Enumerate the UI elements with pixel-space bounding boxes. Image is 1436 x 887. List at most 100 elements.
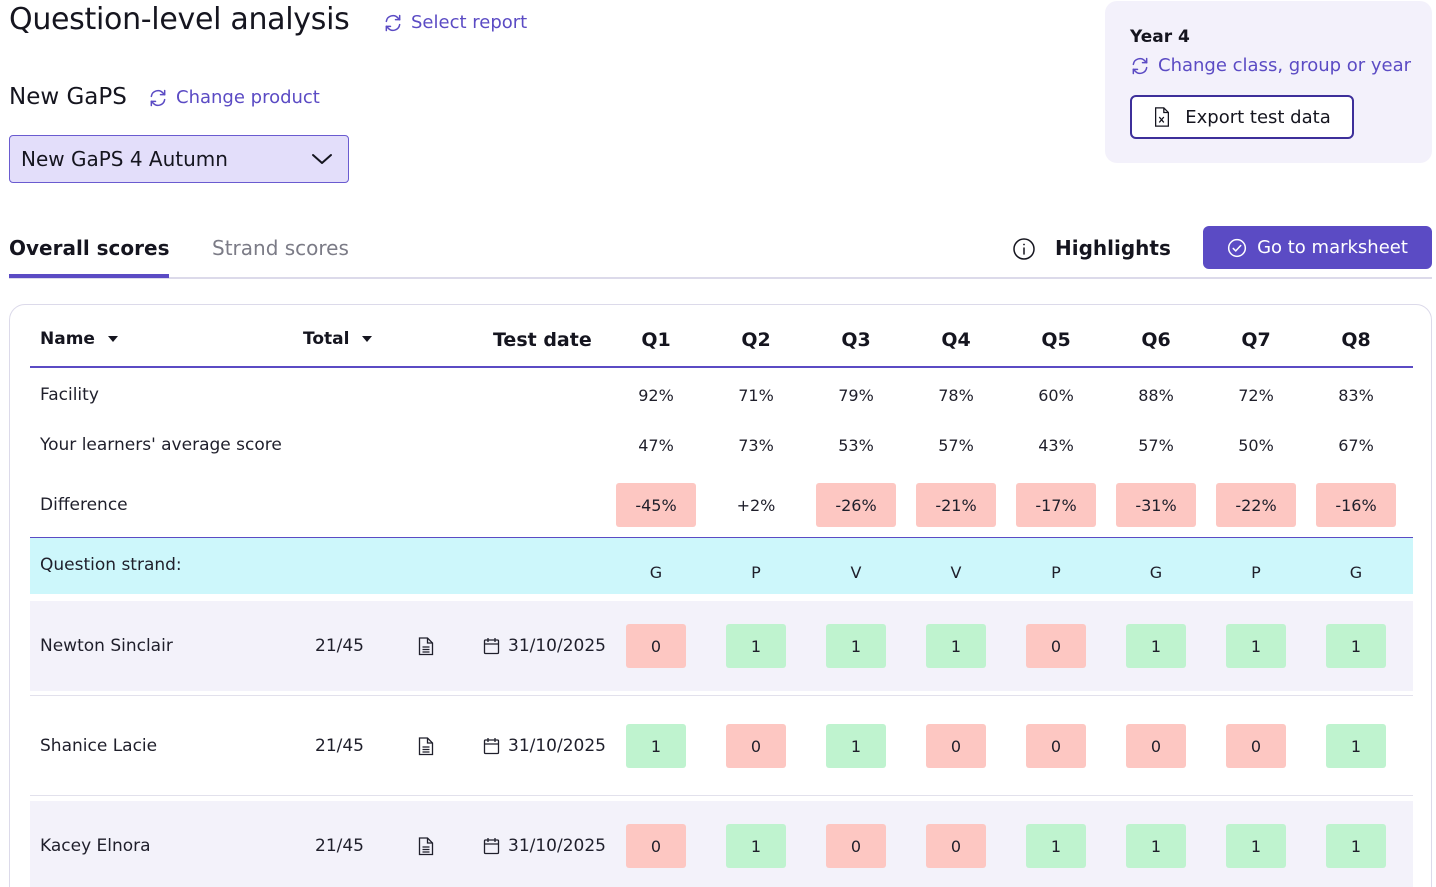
facility-value: 78%	[938, 386, 974, 405]
average-value: 67%	[1338, 436, 1374, 455]
mark-cell[interactable]: 1	[1026, 824, 1086, 868]
change-product-label: Change product	[176, 87, 320, 108]
strand-value: V	[850, 563, 862, 582]
row-divider	[30, 695, 1413, 696]
check-circle-icon	[1227, 238, 1247, 257]
difference-value: +2%	[736, 495, 776, 515]
change-class-label: Change class, group or year	[1158, 55, 1412, 76]
sort-down-icon	[107, 336, 118, 342]
column-header-q7: Q7	[1241, 329, 1271, 351]
mark-cell[interactable]: 0	[826, 824, 886, 868]
mark-cell[interactable]: 0	[1026, 624, 1086, 668]
facility-value: 92%	[638, 386, 674, 405]
mark-cell[interactable]: 1	[1126, 824, 1186, 868]
column-header-name[interactable]: Name	[40, 329, 119, 349]
strand-value: P	[1051, 563, 1061, 582]
column-header-total-label: Total	[303, 329, 350, 349]
test-date: 31/10/2025	[483, 736, 606, 756]
mark-cell[interactable]: 1	[626, 724, 686, 768]
pupil-name[interactable]: Kacey Elnora	[40, 836, 151, 856]
tab-strand-scores[interactable]: Strand scores	[212, 236, 349, 260]
test-date: 31/10/2025	[483, 836, 606, 856]
pupil-name[interactable]: Newton Sinclair	[40, 636, 173, 656]
mark-cell[interactable]: 1	[1226, 824, 1286, 868]
document-icon[interactable]	[418, 737, 434, 760]
mark-cell[interactable]: 0	[926, 824, 986, 868]
mark-cell[interactable]: 1	[826, 724, 886, 768]
change-product-link[interactable]: Change product	[148, 87, 320, 108]
year-label: Year 4	[1130, 27, 1190, 47]
facility-value: 79%	[838, 386, 874, 405]
calendar-icon	[483, 837, 500, 855]
highlights-label[interactable]: Highlights	[1055, 236, 1171, 260]
column-header-name-label: Name	[40, 329, 95, 349]
facility-value: 72%	[1238, 386, 1274, 405]
facility-label: Facility	[40, 385, 99, 405]
difference-value: -45%	[616, 483, 696, 527]
mark-cell[interactable]: 0	[1126, 724, 1186, 768]
select-report-label: Select report	[411, 12, 528, 33]
mark-cell[interactable]: 1	[826, 624, 886, 668]
difference-label: Difference	[40, 495, 128, 515]
table-row: Kacey Elnora 21/45 31/10/2025 0 1 0 0 1 1 1 1	[30, 801, 1413, 887]
strand-value: G	[1149, 563, 1163, 582]
tab-bar: Overall scores Strand scores Highlights …	[9, 226, 1432, 279]
average-value: 43%	[1038, 436, 1074, 455]
average-value: 50%	[1238, 436, 1274, 455]
mark-cell[interactable]: 1	[1326, 724, 1386, 768]
document-icon[interactable]	[418, 637, 434, 660]
dropdown-value: New GaPS 4 Autumn	[21, 147, 228, 171]
difference-value: -21%	[916, 483, 996, 527]
mark-cell[interactable]: 0	[1026, 724, 1086, 768]
export-label: Export test data	[1185, 106, 1331, 128]
export-test-data-button[interactable]: Export test data	[1130, 95, 1354, 139]
test-select-dropdown[interactable]: New GaPS 4 Autumn	[9, 135, 349, 183]
table-row: Newton Sinclair 21/45 31/10/2025 0 1 1 1 0 1 1 1	[30, 601, 1413, 691]
mark-cell[interactable]: 0	[726, 724, 786, 768]
go-to-marksheet-button[interactable]: Go to marksheet	[1203, 226, 1432, 269]
row-divider	[30, 795, 1413, 796]
product-name: New GaPS	[9, 84, 127, 110]
average-value: 57%	[938, 436, 974, 455]
facility-value: 71%	[738, 386, 774, 405]
average-label: Your learners' average score	[40, 435, 282, 455]
pupil-name[interactable]: Shanice Lacie	[40, 736, 158, 756]
document-icon[interactable]	[418, 837, 434, 860]
average-value: 73%	[738, 436, 774, 455]
change-class-link[interactable]: Change class, group or year	[1130, 55, 1411, 76]
column-header-total[interactable]: Total	[303, 329, 373, 349]
mark-cell[interactable]: 1	[1226, 624, 1286, 668]
question-strand-row: Question strand:	[30, 538, 1413, 594]
mark-cell[interactable]: 1	[926, 624, 986, 668]
mark-cell[interactable]: 1	[726, 824, 786, 868]
column-header-q5: Q5	[1041, 329, 1071, 351]
info-icon[interactable]	[1012, 237, 1036, 261]
mark-cell[interactable]: 0	[626, 624, 686, 668]
difference-value: -16%	[1316, 483, 1396, 527]
tab-overall-scores[interactable]: Overall scores	[9, 236, 170, 278]
column-header-q6: Q6	[1141, 329, 1171, 351]
pupil-total: 21/45	[315, 636, 364, 656]
mark-cell[interactable]: 1	[726, 624, 786, 668]
pupil-total: 21/45	[315, 736, 364, 756]
mark-cell[interactable]: 1	[1326, 624, 1386, 668]
select-report-link[interactable]: Select report	[383, 12, 527, 33]
facility-value: 83%	[1338, 386, 1374, 405]
strand-value: P	[751, 563, 761, 582]
average-value: 47%	[638, 436, 674, 455]
mark-cell[interactable]: 0	[626, 824, 686, 868]
mark-cell[interactable]: 1	[1126, 624, 1186, 668]
mark-cell[interactable]: 0	[1226, 724, 1286, 768]
page-title: Question-level analysis	[9, 2, 350, 37]
test-date-value: 31/10/2025	[508, 836, 606, 856]
results-table: Name Total Test date Facility Your learn…	[9, 304, 1432, 887]
strand-value: P	[1251, 563, 1261, 582]
excel-file-icon	[1155, 107, 1170, 127]
calendar-icon	[483, 737, 500, 755]
strand-value: G	[1349, 563, 1363, 582]
difference-value: -17%	[1016, 483, 1096, 527]
difference-value: -26%	[816, 483, 896, 527]
sort-down-icon	[362, 336, 373, 342]
mark-cell[interactable]: 1	[1326, 824, 1386, 868]
mark-cell[interactable]: 0	[926, 724, 986, 768]
